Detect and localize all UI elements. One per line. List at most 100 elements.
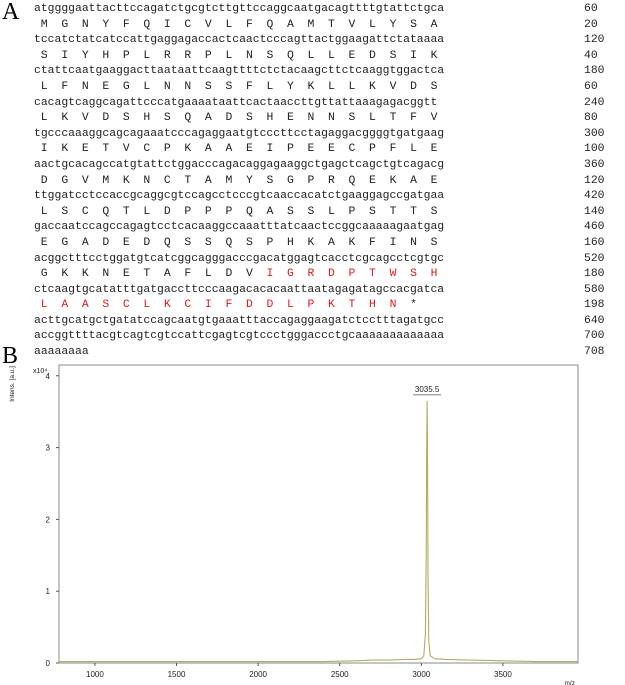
amino-acid: L — [307, 49, 315, 62]
dna-sequence-row: gaccaatccagccagagtcctcacaaggccaaatttatca… — [34, 220, 624, 236]
amino-acid: Y — [389, 18, 397, 31]
amino-acid: P — [286, 143, 294, 156]
amino-acid: V — [348, 18, 356, 31]
amino-acid: H — [266, 112, 274, 125]
position-number: 300 — [584, 127, 605, 140]
amino-acid-row: D G V M K N C T A M Y S G P R Q E K A E — [41, 174, 438, 190]
amino-acid: P — [225, 205, 233, 218]
position-number: 120 — [584, 34, 605, 47]
dna-sequence-row: ctcaagtgcatatttgatgaccttcccaagacacacaatt… — [34, 283, 624, 299]
amino-acid: A — [286, 18, 294, 31]
dna-sequence-text: atggggaattacttccagatctgcgtcttgttccaggcaa… — [34, 3, 445, 15]
y-tick-label: 0 — [46, 659, 51, 668]
amino-acid: F — [184, 268, 192, 281]
amino-acid: M — [225, 174, 233, 187]
amino-acid: S — [430, 205, 438, 218]
protein-sequence-row: I K E T V C P K A A E I P E E C P F L E 1… — [34, 142, 624, 158]
dna-sequence-row: tccatctatcatccattgaggagaccactcaactcccagt… — [34, 33, 624, 49]
dna-sequence-text: tgcccaaaggcagcagaaatcccagaggaatgtcccttcc… — [34, 127, 445, 140]
amino-acid: F — [245, 18, 253, 31]
amino-acid: L — [225, 49, 233, 62]
amino-acid: V — [430, 112, 438, 125]
amino-acid: K — [81, 268, 89, 281]
x-tick-label: 1000 — [86, 670, 104, 679]
amino-acid: S — [225, 80, 233, 93]
amino-acid: E — [245, 143, 253, 156]
amino-acid: R — [163, 49, 171, 62]
amino-acid: E — [348, 49, 356, 62]
amino-acid: C — [143, 143, 151, 156]
amino-acid: F — [369, 236, 376, 249]
dna-sequence-text: ctcaagtgcatatttgatgaccttcccaagacacacaatt… — [34, 283, 445, 296]
amino-acid: E — [369, 174, 376, 187]
amino-acid: A — [410, 174, 417, 187]
amino-acid: S — [410, 18, 417, 31]
amino-acid: D — [266, 299, 274, 312]
amino-acid: T — [348, 299, 356, 312]
dna-sequence-row: atggggaattacttccagatctgcgtcttgttccaggcaa… — [34, 2, 624, 18]
amino-acid: I — [389, 236, 397, 249]
sequence-panel: atggggaattacttccagatctgcgtcttgttccaggcaa… — [34, 2, 624, 361]
amino-acid: E — [430, 143, 438, 156]
amino-acid: V — [389, 80, 397, 93]
amino-acid: N — [81, 80, 89, 93]
position-number: 360 — [584, 158, 605, 171]
amino-acid: S — [184, 236, 192, 249]
amino-acid: D — [225, 268, 233, 281]
amino-acid: P — [163, 143, 171, 156]
amino-acid: A — [61, 299, 69, 312]
amino-acid: S — [266, 49, 274, 62]
dna-sequence-text: accggttttacgtcagtcgtccattcgagtcgtccctggg… — [34, 330, 445, 343]
position-number: 580 — [584, 283, 605, 296]
amino-acid: K — [163, 299, 171, 312]
amino-acid: T — [102, 143, 110, 156]
position-number: 80 — [584, 112, 598, 125]
amino-acid: L — [410, 143, 417, 156]
protein-sequence-row: L A A S C L K C I F D D L P K T H N * 198 — [34, 298, 624, 314]
amino-acid: R — [328, 174, 335, 187]
dna-sequence-text: tccatctatcatccattgaggagaccactcaactcccagt… — [34, 34, 445, 47]
amino-acid: V — [204, 18, 212, 31]
amino-acid: H — [102, 49, 110, 62]
amino-acid: G — [61, 18, 69, 31]
protein-sequence-row: D G V M K N C T A M Y S G P R Q E K A E 1… — [34, 174, 624, 190]
position-number: 40 — [584, 49, 598, 62]
amino-acid: S — [61, 205, 69, 218]
amino-acid: A — [204, 112, 212, 125]
dna-sequence-row: ctattcaatgaaggacttaataattcaagttttctctaca… — [34, 64, 624, 80]
amino-acid: C — [348, 143, 356, 156]
protein-sequence-row: L F N E G L N N S S F L Y K L L K V D S 6… — [34, 80, 624, 96]
amino-acid: A — [430, 18, 438, 31]
amino-acid: L — [143, 205, 151, 218]
amino-acid: K — [307, 236, 315, 249]
amino-acid: L — [369, 18, 376, 31]
amino-acid: T — [184, 174, 192, 187]
panel-b-label: B — [2, 343, 19, 369]
amino-acid: P — [348, 268, 356, 281]
amino-acid: A — [204, 143, 212, 156]
amino-acid: S — [286, 205, 294, 218]
y-multiplier-label: x10⁴ — [33, 368, 47, 375]
amino-acid: A — [225, 143, 233, 156]
amino-acid: N — [307, 112, 315, 125]
amino-acid: K — [61, 143, 69, 156]
amino-acid: Y — [245, 174, 253, 187]
amino-acid: L — [348, 80, 356, 93]
amino-acid: K — [61, 112, 69, 125]
dna-sequence-text: cacagtcaggcagattcccatgaaaataattcactaacct… — [34, 96, 438, 109]
amino-acid: S — [204, 236, 212, 249]
amino-acid: D — [410, 80, 417, 93]
position-number: 460 — [584, 221, 605, 234]
amino-acid: L — [143, 299, 151, 312]
amino-acid: K — [430, 49, 438, 62]
amino-acid: A — [266, 205, 274, 218]
amino-acid: T — [389, 112, 397, 125]
amino-acid: S — [245, 236, 253, 249]
amino-acid: E — [328, 143, 335, 156]
amino-acid: Q — [102, 205, 110, 218]
dna-sequence-row: acttgcatgctgatatccagcaatgtgaaatttaccagag… — [34, 314, 624, 330]
amino-acid: E — [81, 143, 89, 156]
amino-acid: S — [430, 80, 438, 93]
amino-acid: I — [266, 268, 274, 281]
amino-acid: M — [40, 18, 48, 31]
